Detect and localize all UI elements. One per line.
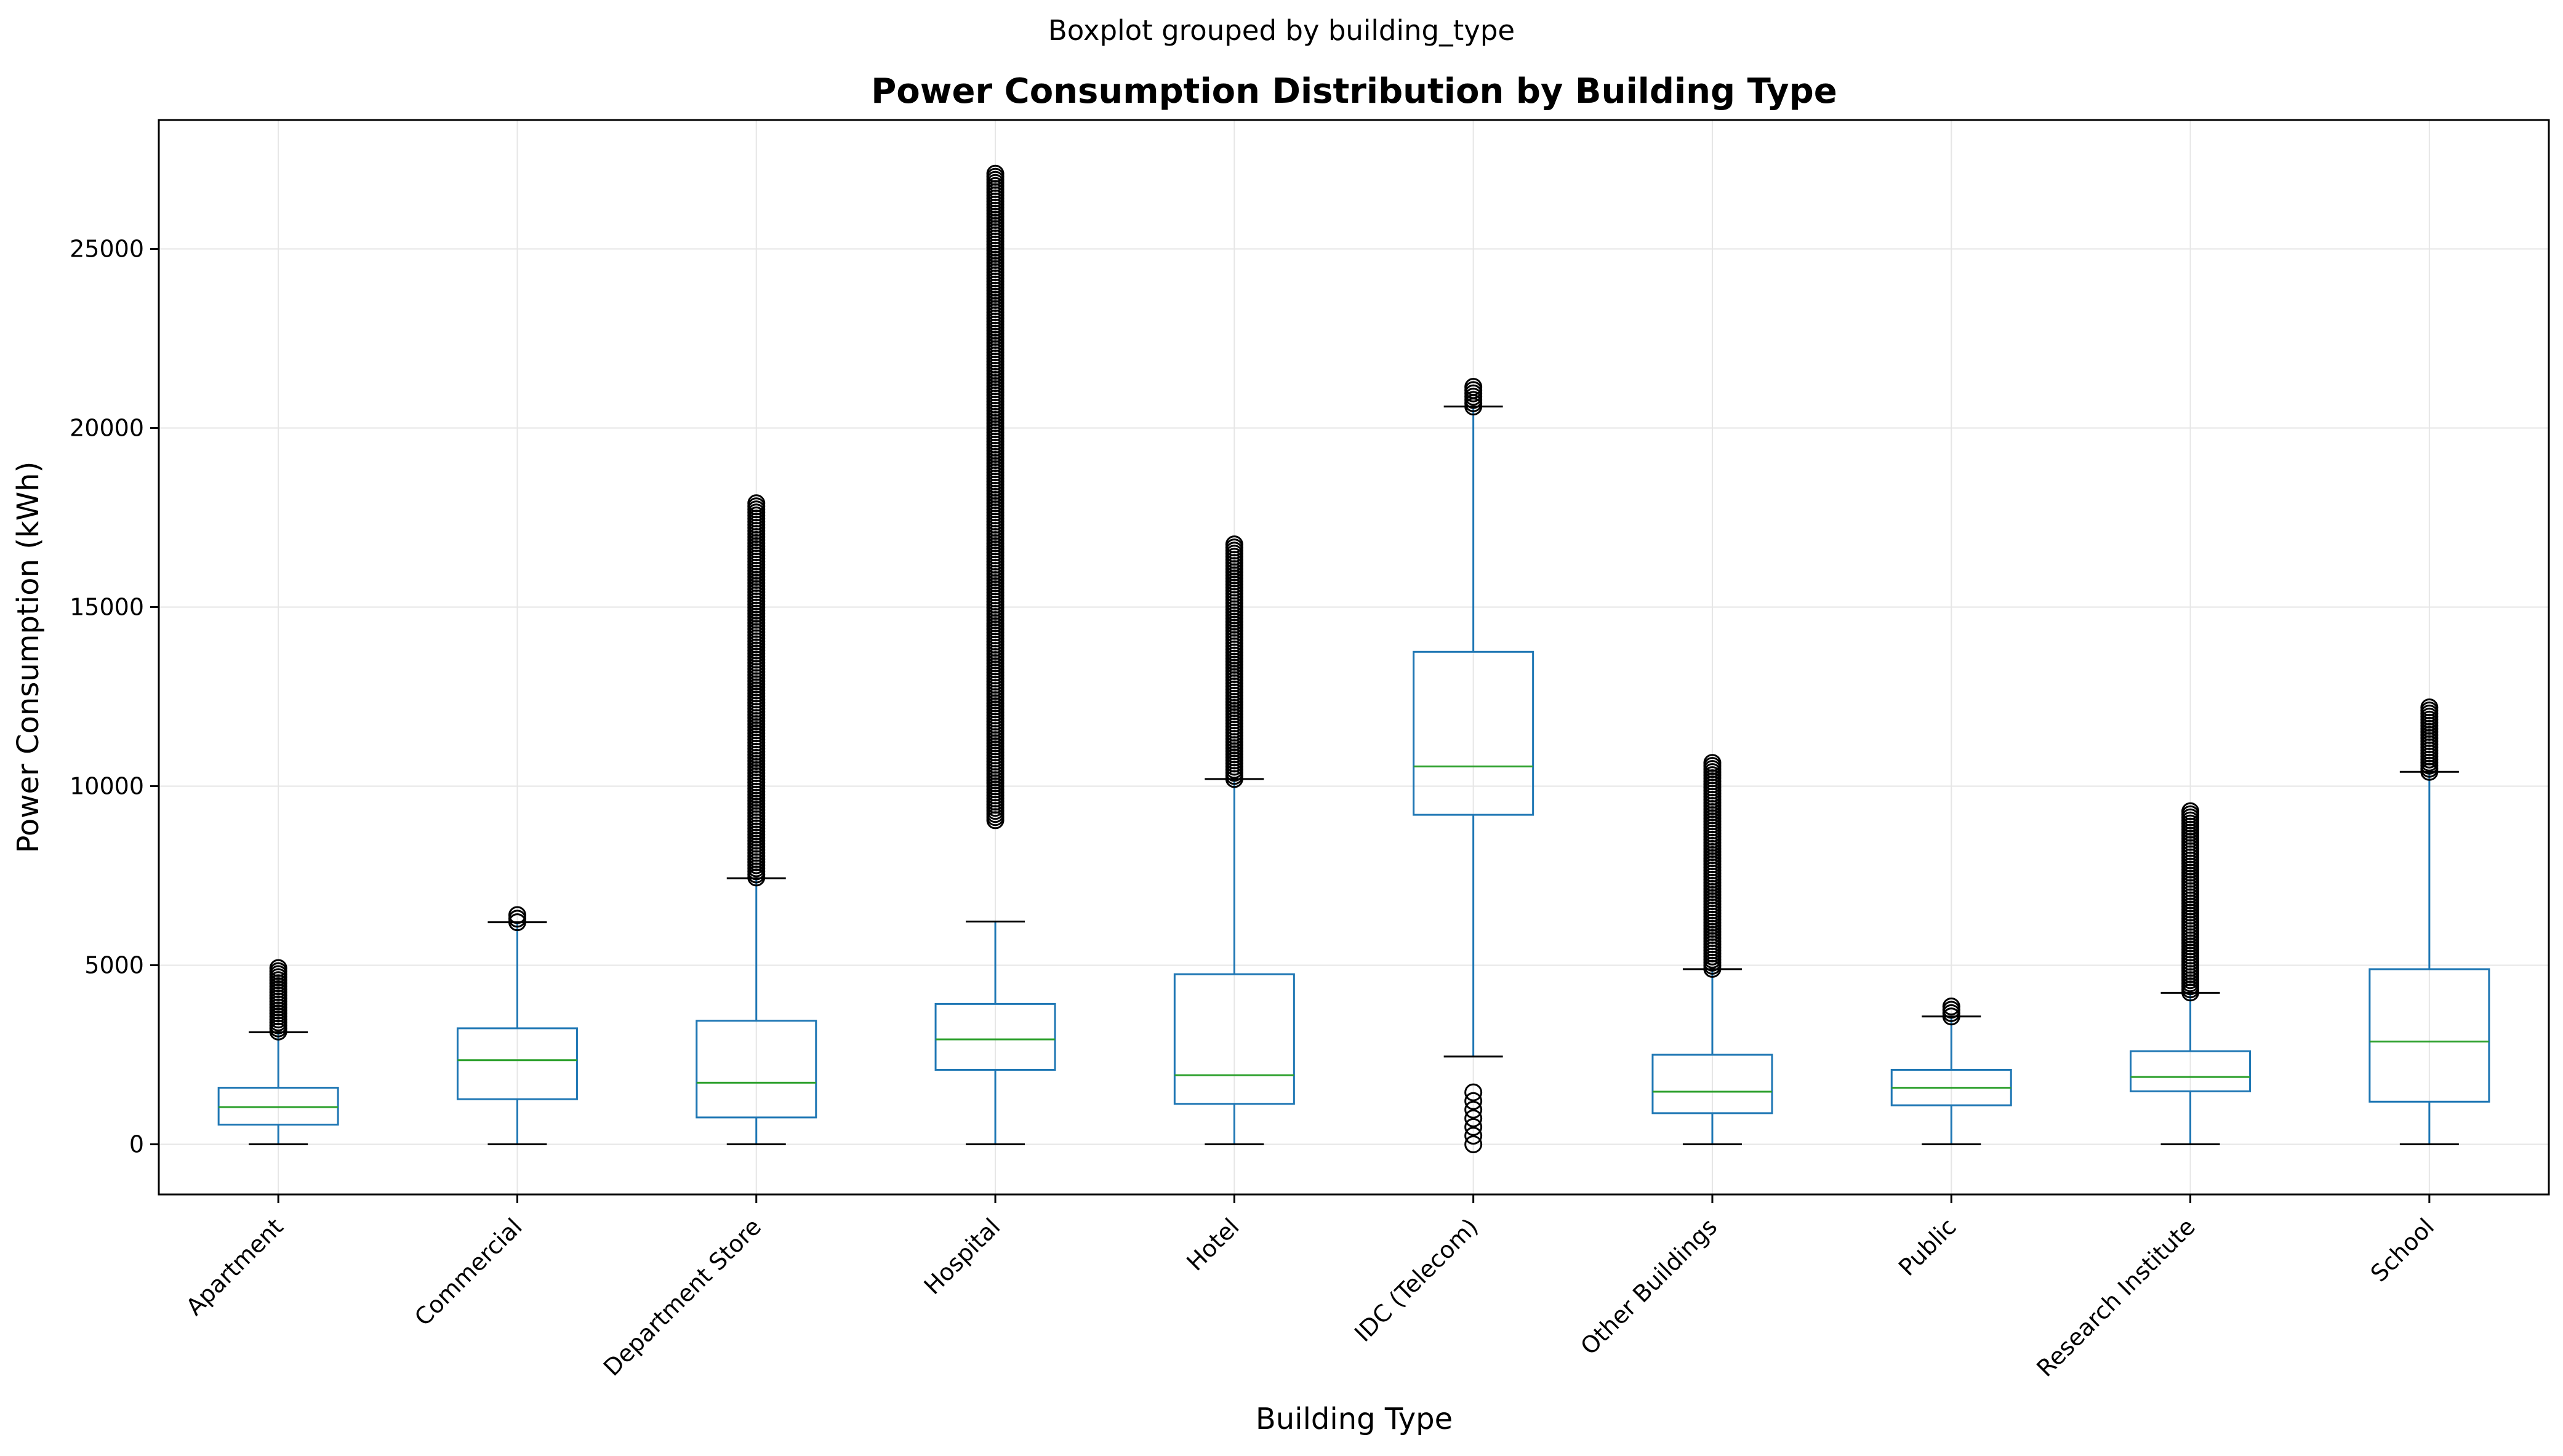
y-tick-label: 5000 [84,952,144,979]
y-tick-label: 25000 [70,236,144,263]
iqr-box [2130,1050,2252,1092]
box-group [1651,754,1773,1146]
y-tick-label: 20000 [70,415,144,442]
x-axis-label: Building Type [1256,1402,1453,1436]
flier-group [269,959,287,1041]
box-layer [217,164,2490,1154]
iqr-box [696,1020,817,1119]
outlier-point [1464,1118,1483,1136]
box-group [2368,698,2490,1146]
outlier-point [986,164,1005,183]
flier-group [1942,997,1960,1026]
y-tick-label: 15000 [70,594,144,621]
flier-group [508,906,526,932]
box-group [2130,802,2252,1146]
outlier-point [1464,1083,1483,1102]
outlier-point [1703,754,1722,772]
box-group [456,906,578,1146]
box-group [1890,997,2012,1146]
outlier-point [1942,997,1960,1015]
iqr-box [1651,1054,1773,1114]
outlier-point [1464,1109,1483,1127]
outlier-point [1464,1100,1483,1119]
outlier-point [2181,802,2200,820]
flier-group [1225,535,1243,788]
flier-group [2181,802,2200,1002]
flier-group [1703,754,1722,978]
iqr-box [456,1027,578,1100]
iqr-box [1173,973,1295,1105]
outlier-point [747,494,766,513]
y-tick-label: 0 [129,1131,144,1158]
chart-suptitle: Boxplot grouped by building_type [1048,14,1515,47]
box-group [696,494,817,1146]
box-group [1173,535,1295,1146]
y-tick-label: 10000 [70,773,144,800]
flier-group [2420,698,2439,781]
outlier-point [2420,698,2439,716]
box-group [217,959,339,1146]
outlier-point [1464,1135,1483,1154]
outlier-point [269,959,287,977]
outlier-point [508,906,526,924]
outlier-point [1225,535,1243,554]
flier-group [986,164,1005,830]
flier-group [1464,378,1483,1154]
outlier-point [1464,378,1483,396]
plot-area-frame [158,119,2550,1196]
y-axis-label: Power Consumption (kWh) [11,462,46,854]
box-group [934,164,1056,1146]
box-group [1413,378,1534,1154]
outlier-point [1464,1092,1483,1110]
outlier-point [1464,1126,1483,1145]
iqr-box [1413,650,1534,816]
iqr-box [934,1002,1056,1071]
chart-title: Power Consumption Distribution by Buildi… [871,71,1837,111]
iqr-box [2368,968,2490,1103]
flier-group [747,494,766,887]
